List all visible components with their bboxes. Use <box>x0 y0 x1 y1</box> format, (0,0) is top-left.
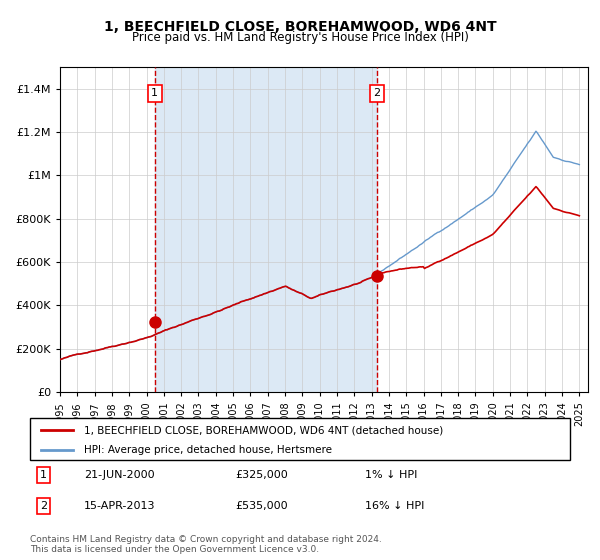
Text: 1: 1 <box>40 470 47 480</box>
Text: £535,000: £535,000 <box>235 501 288 511</box>
Text: Price paid vs. HM Land Registry's House Price Index (HPI): Price paid vs. HM Land Registry's House … <box>131 31 469 44</box>
Text: 21-JUN-2000: 21-JUN-2000 <box>84 470 155 480</box>
Text: HPI: Average price, detached house, Hertsmere: HPI: Average price, detached house, Hert… <box>84 445 332 455</box>
Bar <box>155 67 377 392</box>
Text: 1% ↓ HPI: 1% ↓ HPI <box>365 470 417 480</box>
Text: 15-APR-2013: 15-APR-2013 <box>84 501 155 511</box>
Text: 2: 2 <box>373 88 380 98</box>
Text: Contains HM Land Registry data © Crown copyright and database right 2024.
This d: Contains HM Land Registry data © Crown c… <box>30 535 382 554</box>
Text: 2: 2 <box>40 501 47 511</box>
Text: 1, BEECHFIELD CLOSE, BOREHAMWOOD, WD6 4NT (detached house): 1, BEECHFIELD CLOSE, BOREHAMWOOD, WD6 4N… <box>84 425 443 435</box>
Text: 1: 1 <box>151 88 158 98</box>
Text: £325,000: £325,000 <box>235 470 288 480</box>
Text: 1, BEECHFIELD CLOSE, BOREHAMWOOD, WD6 4NT: 1, BEECHFIELD CLOSE, BOREHAMWOOD, WD6 4N… <box>104 20 496 34</box>
FancyBboxPatch shape <box>30 418 570 460</box>
Text: 16% ↓ HPI: 16% ↓ HPI <box>365 501 424 511</box>
